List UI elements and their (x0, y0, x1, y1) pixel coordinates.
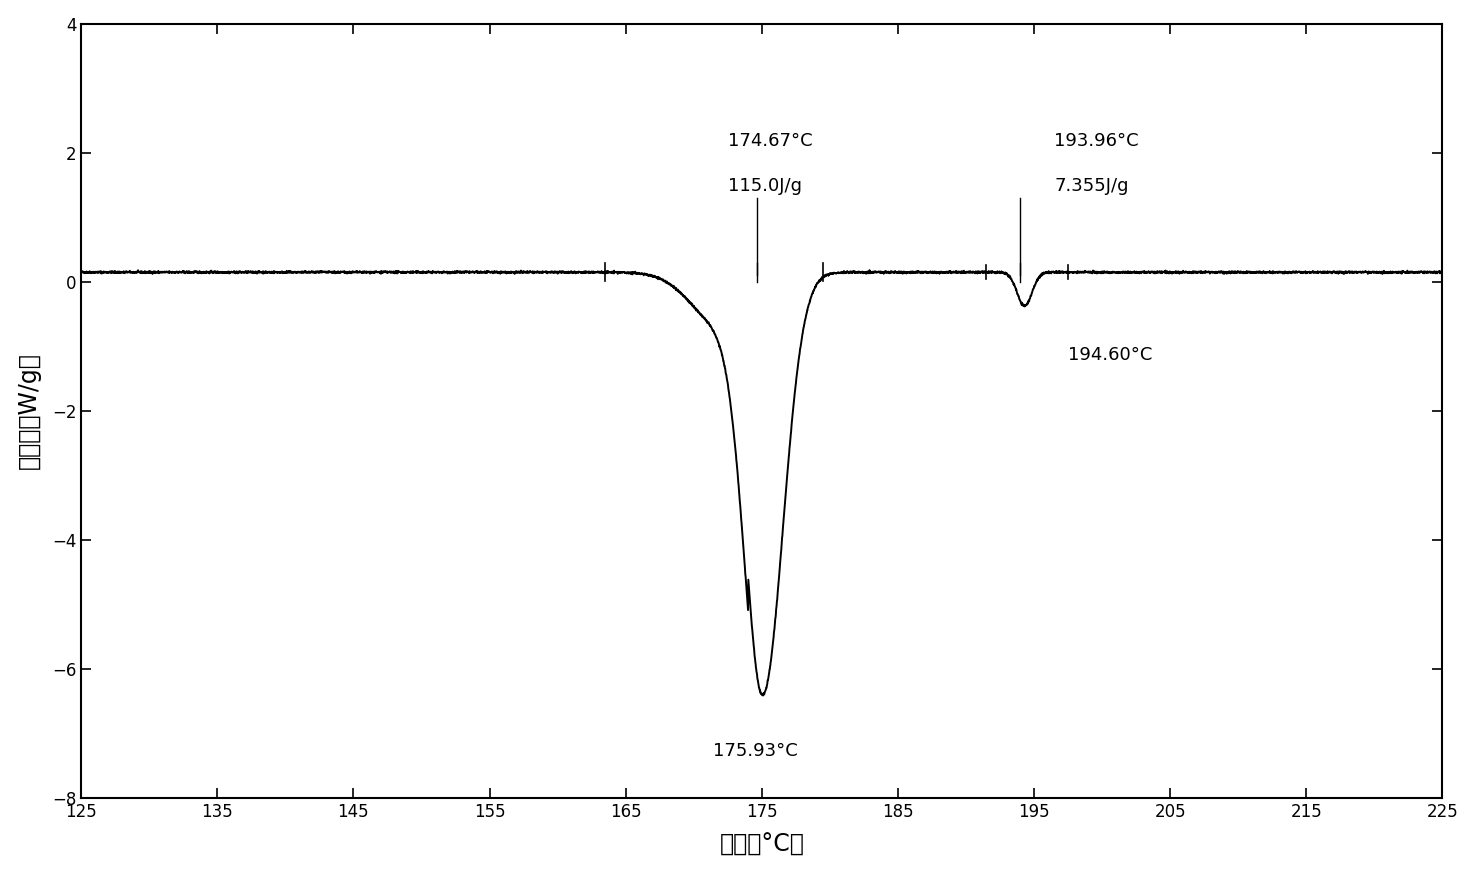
Text: 193.96°C: 193.96°C (1055, 132, 1139, 149)
Text: 194.60°C: 194.60°C (1068, 347, 1152, 364)
Text: 175.93°C: 175.93°C (712, 742, 798, 760)
Text: 7.355J/g: 7.355J/g (1055, 176, 1128, 195)
Text: 115.0J/g: 115.0J/g (727, 176, 802, 195)
Text: 174.67°C: 174.67°C (727, 132, 813, 149)
Y-axis label: 热流量（W/g）: 热流量（W/g） (16, 353, 41, 470)
X-axis label: 温度（°C）: 温度（°C） (720, 832, 804, 856)
